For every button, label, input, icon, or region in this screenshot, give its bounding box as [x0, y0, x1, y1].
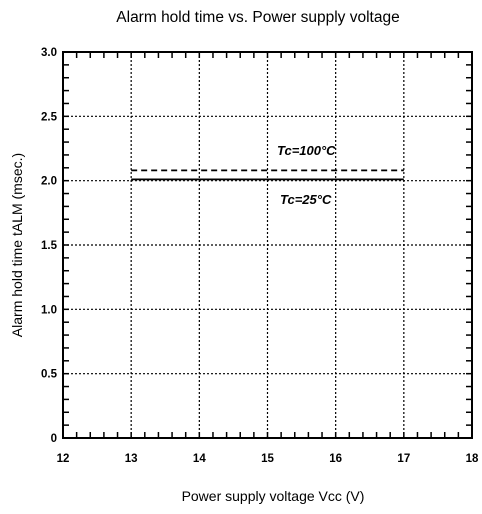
y-tick-label-3.0: 3.0: [41, 47, 57, 59]
y-tick-label-0.5: 0.5: [41, 369, 58, 381]
y-axis-label: Alarm hold time tALM (msec.): [9, 153, 25, 337]
y-tick-label-2.5: 2.5: [41, 111, 58, 123]
ticks: [63, 52, 472, 438]
y-tick-label-1.0: 1.0: [41, 304, 57, 316]
x-tick-label-13: 13: [125, 453, 138, 465]
annotation-tc25: Tc=25°C: [280, 192, 332, 207]
x-tick-label-16: 16: [329, 453, 342, 465]
chart-title: Alarm hold time vs. Power supply voltage: [116, 9, 399, 26]
tick-labels: 12 13 14 15 16 17 18 0 0.5 1.0 1.5 2.0 2.5 3.0: [41, 47, 479, 465]
grid: [63, 52, 472, 438]
x-tick-label-14: 14: [193, 453, 206, 465]
series-group: [131, 169, 404, 181]
x-tick-label-12: 12: [57, 453, 70, 465]
y-tick-label-1.5: 1.5: [41, 240, 58, 252]
x-tick-label-17: 17: [397, 453, 410, 465]
y-tick-label-0: 0: [51, 433, 57, 445]
x-axis-label: Power supply voltage Vcc (V): [182, 488, 365, 504]
y-tick-label-2.0: 2.0: [41, 176, 57, 188]
x-tick-label-18: 18: [466, 453, 479, 465]
x-tick-label-15: 15: [261, 453, 274, 465]
annotation-tc100: Tc=100°C: [277, 143, 336, 158]
